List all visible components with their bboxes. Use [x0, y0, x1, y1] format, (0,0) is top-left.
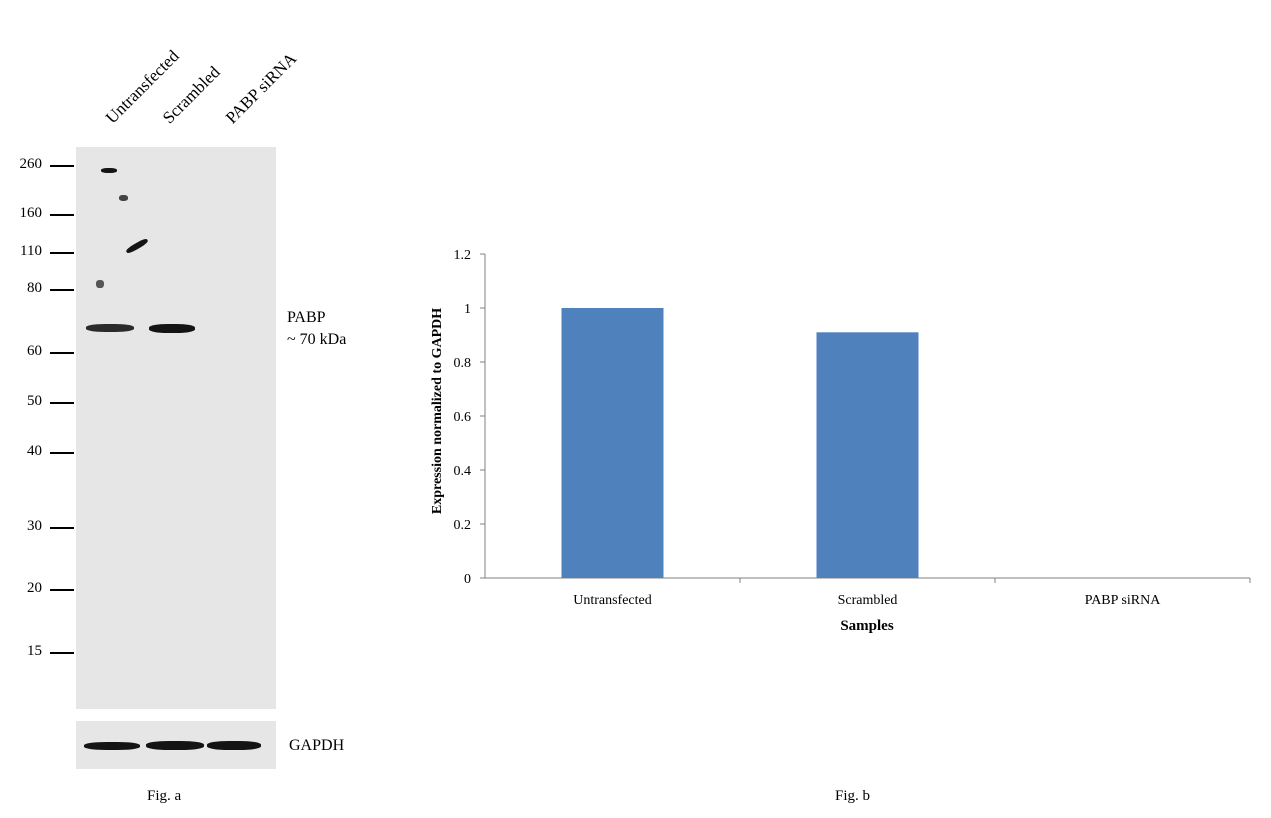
- band-gapdh-scrambled: [146, 741, 204, 750]
- band-ladder-smudge: [119, 195, 128, 201]
- y-tick-label: 0.2: [454, 518, 472, 533]
- mw-label-80: 80: [27, 280, 42, 296]
- bars-group: [561, 308, 919, 578]
- mw-label-40: 40: [27, 443, 42, 459]
- mw-tick-30: [50, 527, 74, 529]
- y-axis-ticks: 0 0.2 0.4 0.6 0.8 1 1.2: [454, 248, 485, 587]
- mw-label-110: 110: [20, 243, 42, 259]
- y-tick-label: 1: [464, 302, 471, 317]
- band-pabp-scrambled: [149, 324, 195, 333]
- target-protein-label: PABP: [287, 309, 326, 326]
- mw-label-260: 260: [19, 156, 43, 172]
- mw-tick-260: [50, 165, 74, 167]
- target-size-label: ~ 70 kDa: [287, 331, 347, 348]
- mw-label-50: 50: [27, 393, 42, 409]
- y-tick-label: 0.8: [454, 356, 472, 371]
- mw-tick-110: [50, 252, 74, 254]
- mw-label-15: 15: [27, 643, 42, 659]
- mw-tick-15: [50, 652, 74, 654]
- band-gapdh-pabp-sirna: [207, 741, 261, 750]
- bar-untransfected: [561, 308, 664, 578]
- y-tick-label: 0: [464, 572, 471, 587]
- mw-tick-20: [50, 589, 74, 591]
- x-tick-label: PABP siRNA: [1085, 593, 1162, 608]
- x-axis-tick-labels: Untransfected Scrambled PABP siRNA: [573, 593, 1161, 608]
- x-tick-label: Scrambled: [838, 593, 898, 608]
- mw-label-20: 20: [27, 580, 42, 596]
- band-pabp-untransfected: [86, 324, 134, 332]
- mw-label-30: 30: [27, 518, 42, 534]
- y-tick-label: 0.4: [454, 464, 472, 479]
- mw-label-60: 60: [27, 343, 42, 359]
- y-axis-title: Expression normalized to GAPDH: [430, 308, 445, 514]
- x-tick-label: Untransfected: [573, 593, 652, 608]
- figure-a-caption: Fig. a: [147, 788, 182, 804]
- mw-label-160: 160: [19, 205, 43, 221]
- band-ladder-80: [96, 280, 104, 288]
- loading-control-label: GAPDH: [289, 737, 345, 754]
- blot-panel-pabp: [76, 147, 276, 709]
- mw-tick-60: [50, 352, 74, 354]
- mw-tick-50: [50, 402, 74, 404]
- bar-scrambled: [816, 332, 919, 578]
- figure-b-caption: Fig. b: [835, 788, 871, 804]
- band-gapdh-untransfected: [84, 742, 140, 750]
- mw-tick-160: [50, 214, 74, 216]
- y-tick-label: 1.2: [454, 248, 472, 263]
- blot-panel-gapdh: [76, 721, 276, 769]
- x-axis-title: Samples: [840, 618, 894, 634]
- band-ladder-260: [101, 168, 117, 173]
- mw-tick-80: [50, 289, 74, 291]
- y-tick-label: 0.6: [454, 410, 472, 425]
- x-axis-ticks: [739, 578, 1251, 583]
- mw-tick-40: [50, 452, 74, 454]
